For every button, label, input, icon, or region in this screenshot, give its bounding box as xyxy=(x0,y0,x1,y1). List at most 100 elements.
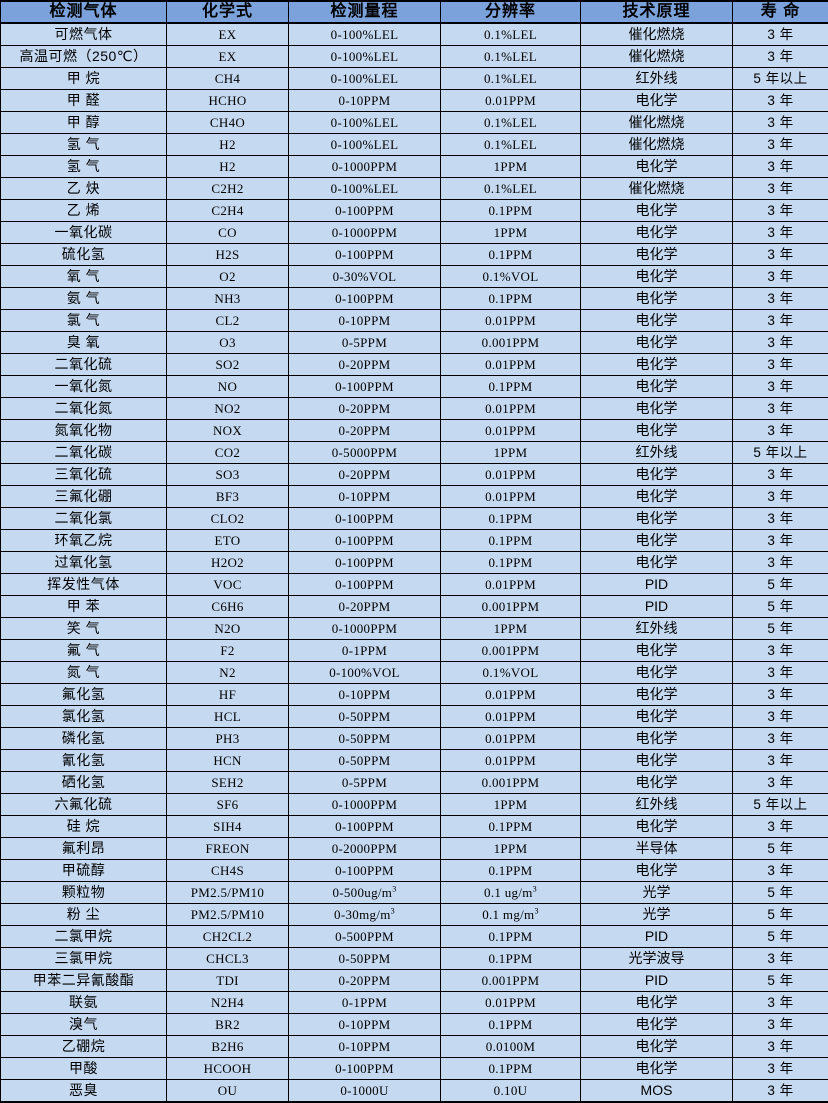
cell-tech: 电化学 xyxy=(581,156,733,178)
cell-range: 0-20PPM xyxy=(289,420,441,442)
cell-life: 5 年 xyxy=(733,838,828,860)
table-header: 检测气体 化学式 检测量程 分辨率 技术原理 寿 命 xyxy=(1,1,828,23)
cell-gas: 甲硫醇 xyxy=(1,860,167,882)
cell-formula: NOX xyxy=(167,420,289,442)
cell-life: 3 年 xyxy=(733,244,828,266)
cell-gas: 氨 气 xyxy=(1,288,167,310)
cell-formula: N2H4 xyxy=(167,992,289,1014)
cell-gas: 氟利昂 xyxy=(1,838,167,860)
cell-gas: 氢 气 xyxy=(1,134,167,156)
cell-range: 0-10PPM xyxy=(289,1014,441,1036)
cell-tech: 电化学 xyxy=(581,420,733,442)
cell-range: 0-100%LEL xyxy=(289,134,441,156)
cell-range: 0-10PPM xyxy=(289,684,441,706)
cell-res: 1PPM xyxy=(441,442,581,464)
cell-range: 0-1000PPM xyxy=(289,156,441,178)
cell-res: 0.01PPM xyxy=(441,574,581,596)
cell-life: 3 年 xyxy=(733,486,828,508)
cell-range: 0-2000PPM xyxy=(289,838,441,860)
cell-tech: 电化学 xyxy=(581,464,733,486)
cell-gas: 颗粒物 xyxy=(1,882,167,904)
cell-range: 0-500ug/m3 xyxy=(289,882,441,904)
cell-gas: 臭 氧 xyxy=(1,332,167,354)
cell-gas: 硒化氢 xyxy=(1,772,167,794)
cell-res: 0.1%LEL xyxy=(441,134,581,156)
cell-gas: 二氧化硫 xyxy=(1,354,167,376)
cell-life: 3 年 xyxy=(733,750,828,772)
cell-res: 0.1PPM xyxy=(441,376,581,398)
cell-life: 5 年 xyxy=(733,882,828,904)
cell-gas: 高温可燃（250℃） xyxy=(1,46,167,68)
cell-res: 0.01PPM xyxy=(441,310,581,332)
cell-gas: 甲酸 xyxy=(1,1058,167,1080)
cell-life: 3 年 xyxy=(733,90,828,112)
cell-gas: 氰化氢 xyxy=(1,750,167,772)
cell-gas: 二氧化氮 xyxy=(1,398,167,420)
cell-range: 0-1PPM xyxy=(289,992,441,1014)
cell-range: 0-50PPM xyxy=(289,948,441,970)
cell-res: 0.01PPM xyxy=(441,992,581,1014)
cell-range: 0-30%VOL xyxy=(289,266,441,288)
cell-res: 0.01PPM xyxy=(441,750,581,772)
cell-res: 0.1PPM xyxy=(441,860,581,882)
cell-gas: 粉 尘 xyxy=(1,904,167,926)
cell-tech: PID xyxy=(581,970,733,992)
cell-life: 3 年 xyxy=(733,156,828,178)
cell-res: 0.1%LEL xyxy=(441,112,581,134)
cell-res: 0.01PPM xyxy=(441,354,581,376)
cell-life: 3 年 xyxy=(733,1014,828,1036)
cell-life: 3 年 xyxy=(733,662,828,684)
cell-formula: BR2 xyxy=(167,1014,289,1036)
cell-res: 0.001PPM xyxy=(441,970,581,992)
cell-tech: 电化学 xyxy=(581,354,733,376)
cell-res: 0.01PPM xyxy=(441,728,581,750)
cell-formula: H2O2 xyxy=(167,552,289,574)
cell-res: 0.1PPM xyxy=(441,552,581,574)
cell-res: 0.0100M xyxy=(441,1036,581,1058)
cell-gas: 二氧化氯 xyxy=(1,508,167,530)
cell-formula: HCN xyxy=(167,750,289,772)
cell-formula: EX xyxy=(167,46,289,68)
cell-tech: 催化燃烧 xyxy=(581,112,733,134)
cell-tech: 电化学 xyxy=(581,1058,733,1080)
cell-gas: 恶臭 xyxy=(1,1080,167,1103)
cell-formula: O3 xyxy=(167,332,289,354)
cell-tech: 电化学 xyxy=(581,530,733,552)
cell-formula: HCHO xyxy=(167,90,289,112)
cell-gas: 溴气 xyxy=(1,1014,167,1036)
cell-res: 0.1PPM xyxy=(441,200,581,222)
cell-gas: 环氧乙烷 xyxy=(1,530,167,552)
cell-gas: 乙 烯 xyxy=(1,200,167,222)
cell-range: 0-50PPM xyxy=(289,706,441,728)
cell-res: 0.1PPM xyxy=(441,1058,581,1080)
cell-tech: 催化燃烧 xyxy=(581,46,733,68)
cell-res: 0.01PPM xyxy=(441,706,581,728)
cell-range: 0-1000PPM xyxy=(289,794,441,816)
cell-tech: MOS xyxy=(581,1080,733,1103)
cell-tech: 电化学 xyxy=(581,706,733,728)
cell-life: 3 年 xyxy=(733,530,828,552)
cell-gas: 三氯甲烷 xyxy=(1,948,167,970)
cell-formula: SEH2 xyxy=(167,772,289,794)
cell-range: 0-10PPM xyxy=(289,1036,441,1058)
cell-life: 5 年以上 xyxy=(733,442,828,464)
cell-res: 0.001PPM xyxy=(441,332,581,354)
cell-res: 0.01PPM xyxy=(441,464,581,486)
cell-life: 3 年 xyxy=(733,706,828,728)
cell-formula: NO2 xyxy=(167,398,289,420)
cell-tech: 催化燃烧 xyxy=(581,23,733,46)
cell-life: 3 年 xyxy=(733,420,828,442)
cell-life: 3 年 xyxy=(733,948,828,970)
